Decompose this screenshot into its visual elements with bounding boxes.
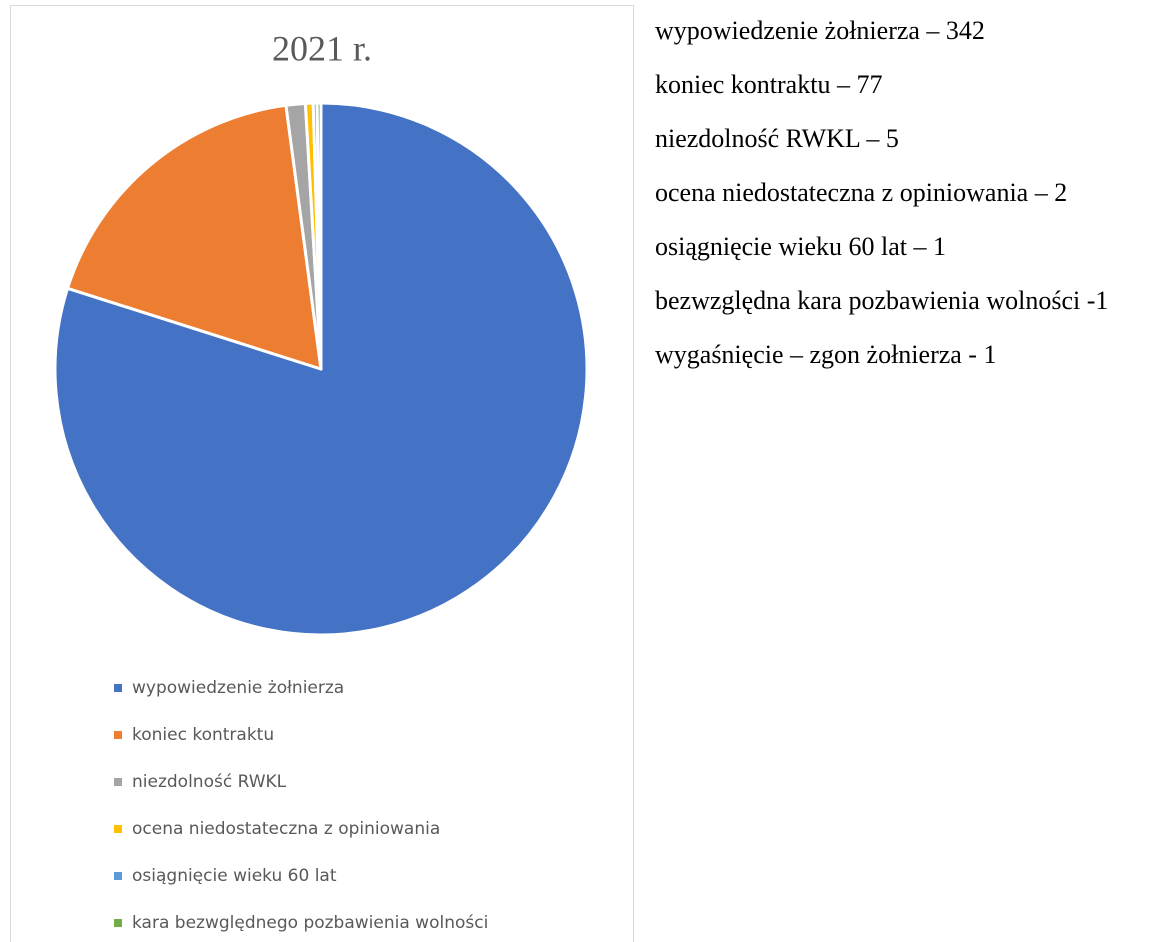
note-line: wypowiedzenie żołnierza – 342 <box>655 16 985 45</box>
note-line: bezwzględna kara pozbawienia wolności -1 <box>655 286 1109 315</box>
legend-label: osiągnięcie wieku 60 lat <box>132 866 337 886</box>
legend-label: niezdolność RWKL <box>132 772 287 792</box>
pie-slice <box>315 101 323 371</box>
chart: 2021 r. wypowiedzenie żołnierza koniec ko… <box>10 5 634 942</box>
legend-swatch <box>114 872 122 880</box>
legend-label: koniec kontraktu <box>132 725 274 745</box>
notes: wypowiedzenie żołnierza – 342 koniec kont… <box>655 4 1135 382</box>
legend-label: kara bezwględnego pozbawienia wolności <box>132 913 488 933</box>
note-line: wygaśnięcie – zgon żołnierza - 1 <box>655 340 997 369</box>
legend-swatch <box>114 731 122 739</box>
legend-swatch <box>114 825 122 833</box>
legend-swatch <box>114 684 122 692</box>
note-line: ocena niedostateczna z opiniowania – 2 <box>655 178 1068 207</box>
note-line: niezdolność RWKL – 5 <box>655 124 899 153</box>
pie-slice <box>66 103 323 371</box>
legend-swatch <box>114 778 122 786</box>
note-line: osiągnięcie wieku 60 lat – 1 <box>655 232 946 261</box>
legend-label: ocena niedostateczna z opiniowania <box>132 819 440 839</box>
legend-swatch <box>114 919 122 927</box>
note-line: koniec kontraktu – 77 <box>655 70 883 99</box>
chart-title: 2021 r. <box>272 28 372 68</box>
legend-label: wypowiedzenie żołnierza <box>132 678 344 698</box>
